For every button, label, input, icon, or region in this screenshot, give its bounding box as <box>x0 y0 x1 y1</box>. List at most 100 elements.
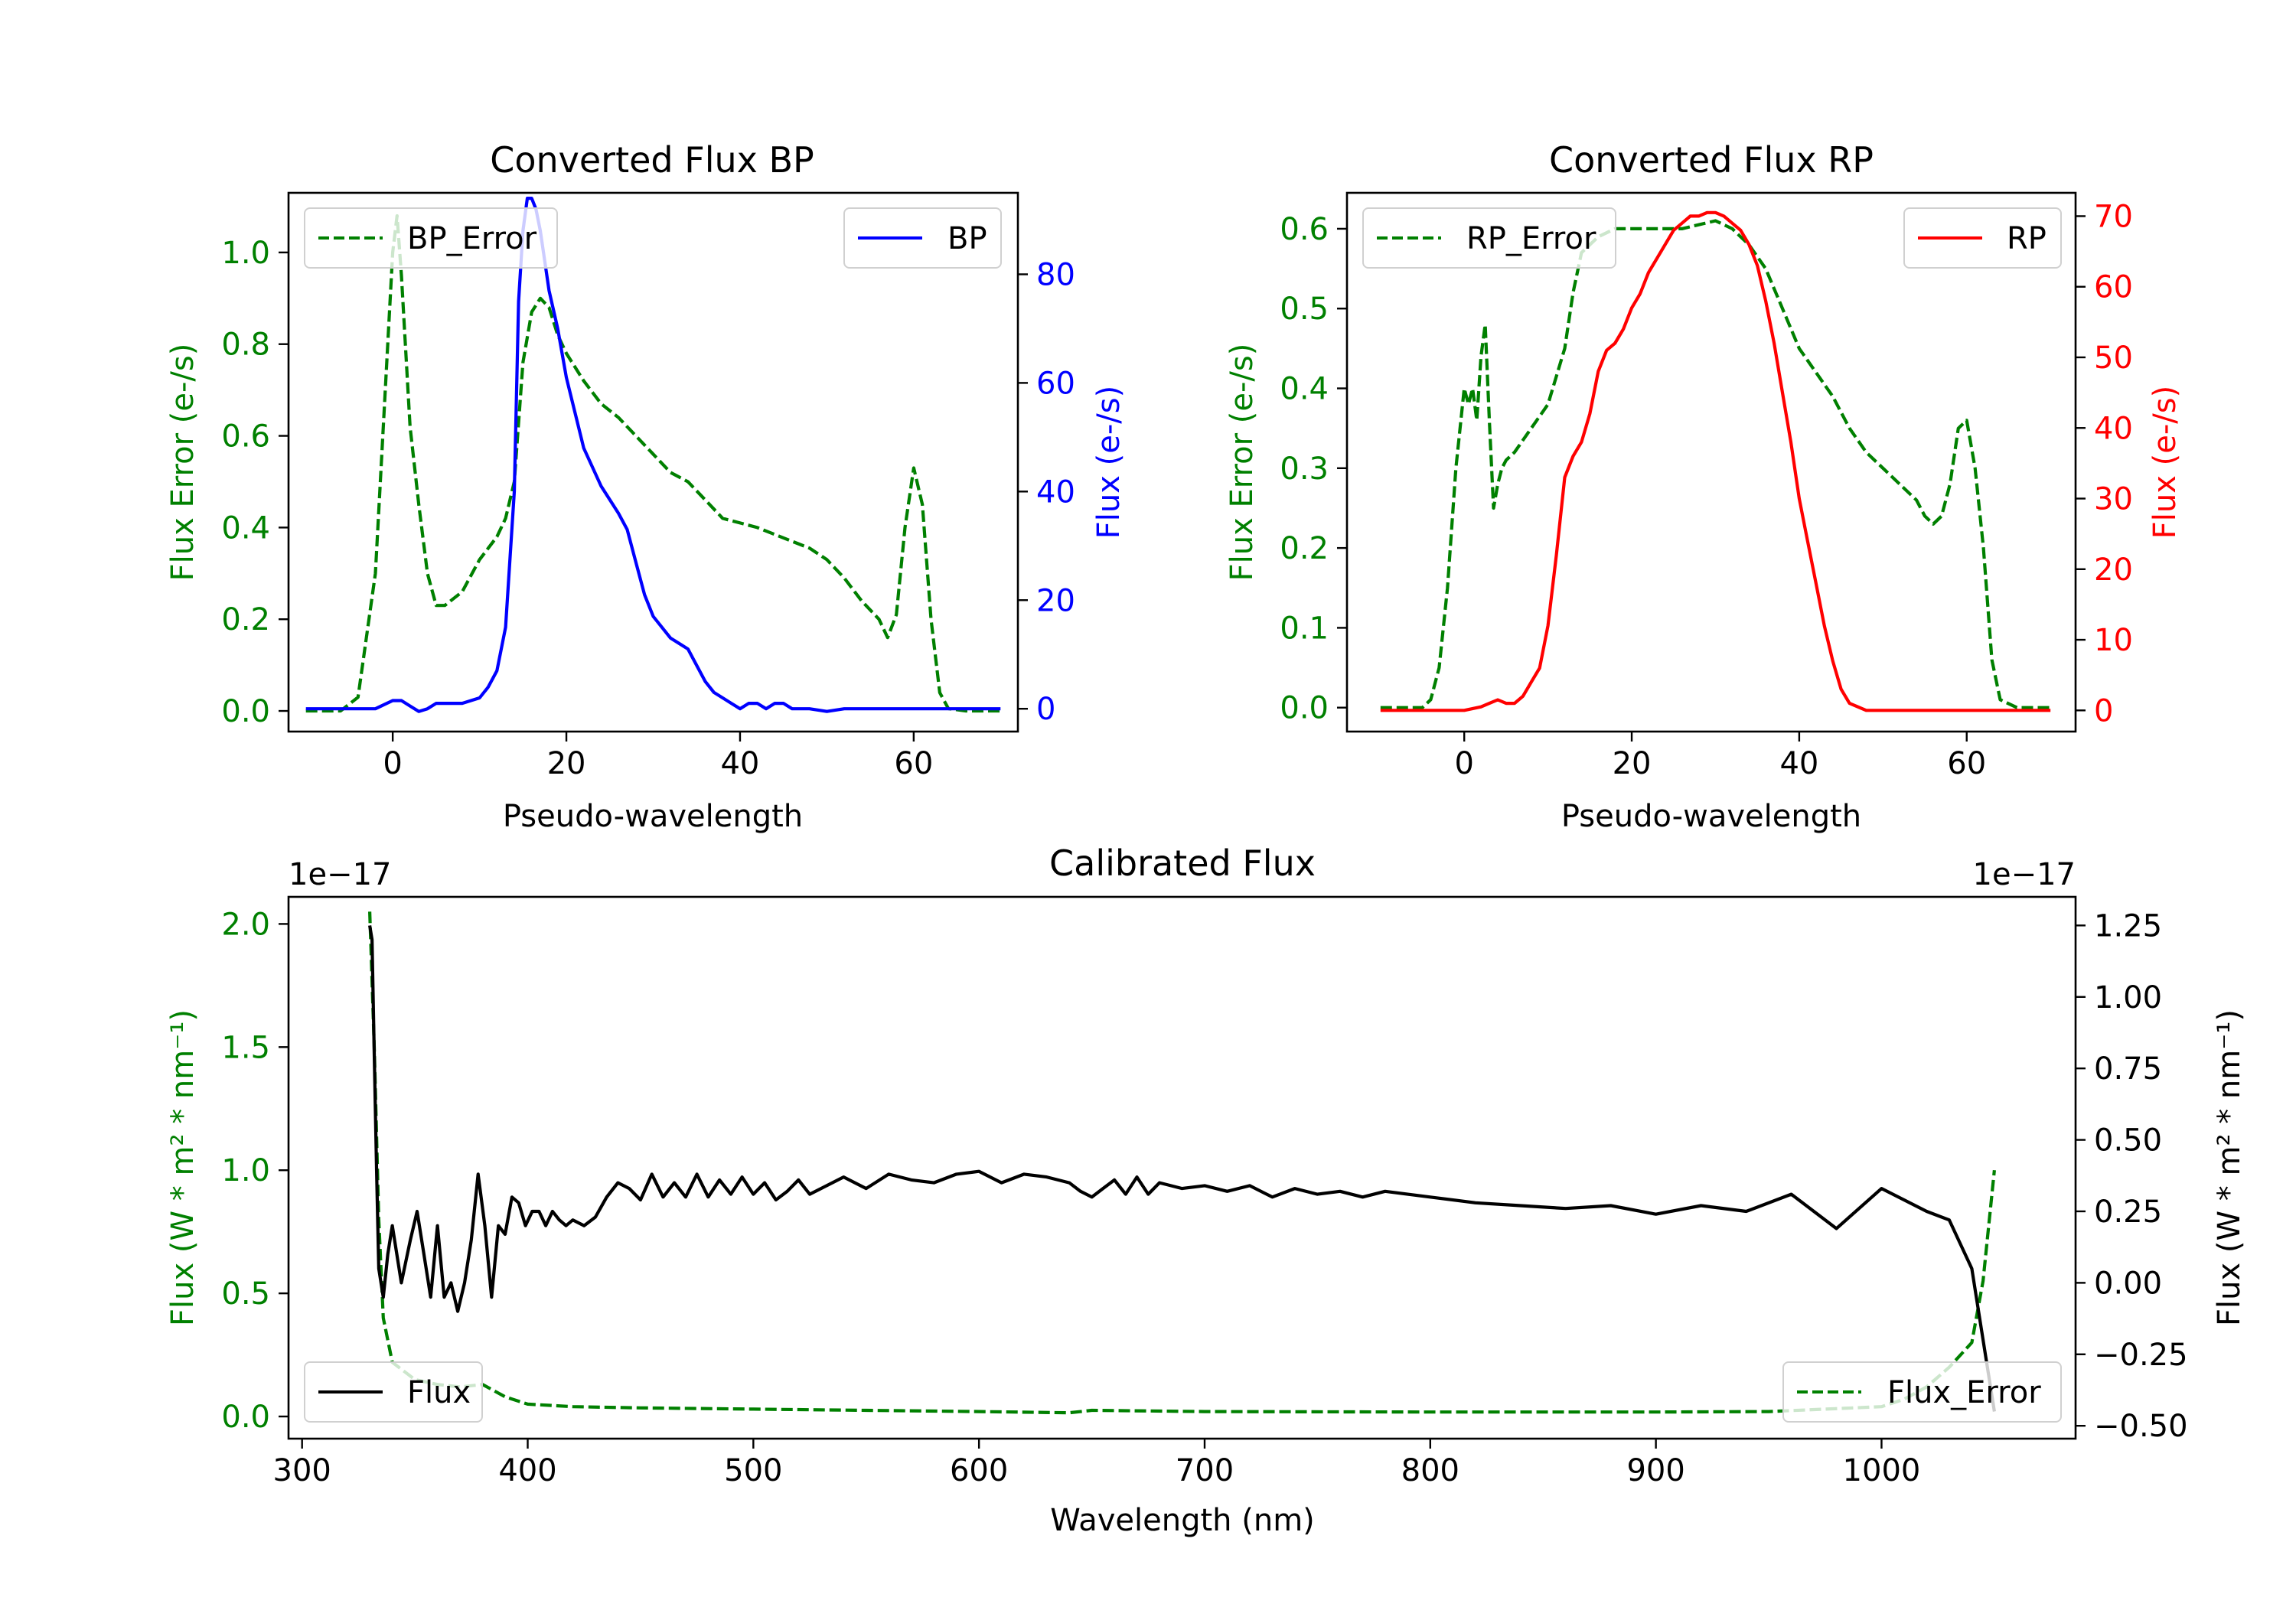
calibrated-left-ticks: 0.0 0.5 1.0 1.5 2.0 <box>221 907 289 1435</box>
bp-left-ytick-label: 1.0 <box>221 236 270 271</box>
rp-error-legend-label: RP_Error <box>1466 221 1596 256</box>
rp-left-ticks: 0.0 0.1 0.2 0.3 0.4 0.5 0.6 <box>1280 212 1347 726</box>
calibrated-right-ytick-label: 1.25 <box>2094 908 2162 944</box>
bp-curves <box>305 197 1001 713</box>
rp-left-ytick-label: 0.6 <box>1280 212 1329 247</box>
bp-legend-label: BP <box>947 221 987 256</box>
calibrated-left-ytick-label: 0.5 <box>221 1276 270 1312</box>
bp-xlabel: Pseudo-wavelength <box>503 799 803 834</box>
rp-xtick-label: 60 <box>1947 746 1986 781</box>
calibrated-right-ytick-label: 0.75 <box>2094 1051 2162 1087</box>
rp-error-legend-frame <box>1362 207 1616 269</box>
bp-right-ylabel: Flux (e-/s) <box>1091 386 1127 539</box>
calibrated-left-ytick-label: 0.0 <box>221 1400 270 1435</box>
calibrated-right-ytick-label: −0.50 <box>2094 1409 2188 1444</box>
rp-legend-label: RP <box>2007 221 2047 256</box>
bp-right-ticks: 0 20 40 60 80 <box>1018 257 1075 727</box>
bp-panel: Converted Flux BP 0 20 40 60 0.00.20.40.60.… <box>165 139 1127 834</box>
rp-right-ytick-label: 40 <box>2094 411 2133 446</box>
rp-legend-frame <box>1903 207 2062 269</box>
rp-xtick-label: 0 <box>1454 746 1473 781</box>
rp-right-ytick-label: 70 <box>2094 199 2133 234</box>
bp-left-ytick-label: 0.8 <box>221 328 270 363</box>
bp-bp-line <box>305 197 1001 713</box>
calibrated-flux-line <box>368 925 1996 1412</box>
bp-error-legend[interactable]: BP_Error <box>304 207 558 269</box>
bp-xtick-label: 60 <box>894 746 933 781</box>
rp-legend[interactable]: RP <box>1903 207 2062 269</box>
rp-axes-frame <box>1345 191 2077 733</box>
bp-xticks: 0 20 40 60 <box>383 732 933 781</box>
rp-xtick-label: 20 <box>1613 746 1652 781</box>
rp-rp-error-line <box>1380 219 2051 709</box>
rp-right-ticks: 0 10 20 30 40 50 60 70 <box>2076 199 2133 729</box>
rp-panel: Converted Flux RP 0 20 40 60 0.00.10.20.30.… <box>1225 139 2183 834</box>
calibrated-xtick-label: 600 <box>950 1453 1008 1488</box>
rp-right-ytick-label: 20 <box>2094 553 2133 588</box>
rp-error-legend[interactable]: RP_Error <box>1362 207 1616 269</box>
rp-right-ytick-label: 30 <box>2094 482 2133 517</box>
calibrated-xtick-label: 500 <box>724 1453 782 1488</box>
rp-curves <box>1380 210 2051 712</box>
calibrated-right-offset: 1e−17 <box>1973 857 2076 892</box>
calibrated-left-ytick-label: 1.5 <box>221 1030 270 1065</box>
calibrated-left-offset: 1e−17 <box>289 857 391 892</box>
bp-left-ylabel: Flux Error (e-/s) <box>165 344 201 582</box>
rp-right-ytick-label: 0 <box>2094 693 2113 729</box>
flux-legend[interactable]: Flux <box>304 1361 483 1423</box>
flux-error-legend-label: Flux_Error <box>1887 1375 2041 1410</box>
rp-xtick-label: 40 <box>1779 746 1818 781</box>
bp-right-ytick-label: 0 <box>1036 692 1055 727</box>
calibrated-right-ticks: −0.50 −0.25 0.00 0.25 0.50 0.75 1.00 1.25 <box>2076 908 2188 1444</box>
bp-title: Converted Flux BP <box>490 139 814 181</box>
rp-left-ytick-label: 0.0 <box>1280 691 1329 726</box>
bp-error-legend-frame <box>304 207 558 269</box>
bp-left-ticks: 0.0 0.2 0.4 0.6 0.8 1.0 <box>221 236 289 729</box>
bp-error-legend-label: BP_Error <box>407 221 537 256</box>
bp-right-ytick-label: 20 <box>1036 583 1075 618</box>
calibrated-axes-frame <box>287 895 2077 1440</box>
calibrated-right-ytick-label: −0.25 <box>2094 1338 2188 1373</box>
rp-rp-line <box>1380 210 2051 712</box>
calibrated-left-ytick-label: 1.0 <box>221 1153 270 1188</box>
rp-left-ylabel: Flux Error (e-/s) <box>1225 344 1260 582</box>
calibrated-panel: Calibrated Flux 1e−17 1e−17 300 400 500 600… <box>165 843 2247 1538</box>
calibrated-right-ytick-label: 0.25 <box>2094 1195 2162 1230</box>
rp-right-ytick-label: 10 <box>2094 623 2133 658</box>
rp-left-ytick-label: 0.5 <box>1280 292 1329 327</box>
bp-left-ytick-label: 0.4 <box>221 510 270 546</box>
bp-right-ytick-label: 40 <box>1036 474 1075 510</box>
calibrated-left-ylabel: Flux (W * m² * nm⁻¹) <box>165 1009 201 1326</box>
rp-left-ytick-label: 0.4 <box>1280 372 1329 407</box>
bp-axes-frame <box>287 191 1019 733</box>
calibrated-right-ytick-label: 0.50 <box>2094 1123 2162 1159</box>
rp-right-ytick-label: 60 <box>2094 270 2133 305</box>
bp-bp-error-line <box>305 214 1001 713</box>
rp-left-ytick-label: 0.3 <box>1280 451 1329 487</box>
bp-legend[interactable]: BP <box>843 207 1002 269</box>
rp-title: Converted Flux RP <box>1549 139 1874 181</box>
flux-error-legend[interactable]: Flux_Error <box>1782 1361 2062 1423</box>
calibrated-xtick-label: 300 <box>273 1453 331 1488</box>
calibrated-right-ytick-label: 0.00 <box>2094 1266 2162 1301</box>
bp-left-ytick-label: 0.2 <box>221 602 270 637</box>
rp-right-ytick-label: 50 <box>2094 341 2133 376</box>
calibrated-title: Calibrated Flux <box>1049 843 1316 884</box>
calibrated-xtick-label: 900 <box>1626 1453 1684 1488</box>
calibrated-xtick-label: 800 <box>1401 1453 1459 1488</box>
calibrated-xtick-label: 1000 <box>1843 1453 1921 1488</box>
calibrated-xlabel: Wavelength (nm) <box>1050 1503 1315 1538</box>
bp-right-ytick-label: 60 <box>1036 366 1075 401</box>
flux-error-legend-frame <box>1782 1361 2062 1423</box>
calibrated-right-ytick-label: 1.00 <box>2094 980 2162 1015</box>
rp-xticks: 0 20 40 60 <box>1454 732 1986 781</box>
calibrated-left-ytick-label: 2.0 <box>221 907 270 942</box>
rp-xlabel: Pseudo-wavelength <box>1561 799 1861 834</box>
calibrated-right-ylabel: Flux (W * m² * nm⁻¹) <box>2212 1009 2247 1326</box>
bp-left-ytick-label: 0.6 <box>221 419 270 455</box>
calibrated-xticks: 300 400 500 600 700 800 900 1000 <box>273 1439 1921 1488</box>
bp-xtick-label: 0 <box>383 746 402 781</box>
bp-xtick-label: 40 <box>720 746 759 781</box>
rp-left-ytick-label: 0.2 <box>1280 531 1329 566</box>
